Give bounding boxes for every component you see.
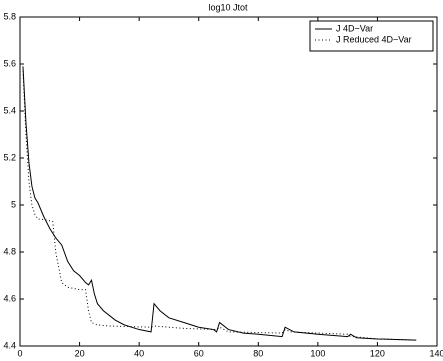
x-tick-label: 120: [370, 348, 385, 358]
y-tick-label: 4.4: [3, 340, 16, 350]
series-line: [22, 71, 417, 341]
plot-frame: [19, 16, 438, 347]
x-tick-label: 60: [194, 348, 204, 358]
x-tick-label: 40: [134, 348, 144, 358]
y-tick-label: 5: [11, 199, 16, 209]
y-tick-label: 5.6: [3, 58, 16, 68]
y-tick-label: 4.6: [3, 293, 16, 303]
chart-title: log10 Jtot: [208, 2, 248, 12]
legend-label: J 4D−Var: [336, 23, 373, 33]
x-tick-label: 80: [253, 348, 263, 358]
x-tick-label: 0: [17, 348, 22, 358]
legend-label: J Reduced 4D−Var: [336, 34, 412, 44]
y-tick-label: 5.8: [3, 11, 16, 21]
y-tick-label: 5.2: [3, 152, 16, 162]
x-tick-label: 20: [75, 348, 85, 358]
y-tick-label: 5.4: [3, 105, 16, 115]
x-tick-label: 140: [429, 348, 443, 358]
y-tick-label: 4.8: [3, 246, 16, 256]
legend-box: [309, 20, 434, 52]
x-tick-label: 100: [310, 348, 325, 358]
series-line: [22, 66, 417, 341]
